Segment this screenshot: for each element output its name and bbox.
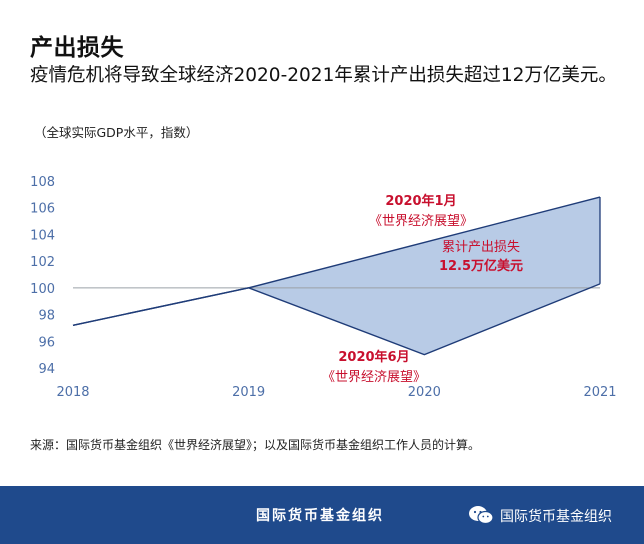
annotation-jun-title: 《世界经济展望》 (322, 369, 426, 385)
unit-note: （全球实际GDP水平，指数） (34, 125, 199, 140)
annotation-jan-title: 《世界经济展望》 (369, 213, 473, 229)
y-tick-label: 98 (38, 309, 55, 324)
source-note: 来源：国际货币基金组织《世界经济展望》；以及国际货币基金组织工作人员的计算。 (30, 438, 481, 452)
footer-account-name: 国际货币基金组织 (500, 509, 612, 525)
y-tick-label: 96 (38, 335, 55, 350)
y-tick-label: 94 (38, 362, 55, 377)
chart-title: 产出损失 (30, 35, 124, 61)
footer-bar: 国际货币基金组织 国际货币基金组织 (0, 486, 644, 544)
chart-subtitle: 疫情危机将导致全球经济2020-2021年累计产出损失超过12万亿美元。 (30, 65, 617, 86)
y-tick-label: 108 (30, 175, 55, 190)
footer-org-name: 国际货币基金组织 (256, 508, 384, 524)
annotation-jan-date: 2020年1月 (385, 193, 456, 209)
y-tick-label: 106 (30, 202, 55, 217)
x-tick-label: 2020 (408, 385, 441, 400)
annotation-jun-date: 2020年6月 (338, 349, 409, 365)
y-tick-label: 100 (30, 282, 55, 297)
y-tick-label: 104 (30, 228, 55, 243)
x-tick-label: 2018 (56, 385, 89, 400)
series-line-jun-2020 (72, 283, 601, 356)
x-tick-label: 2019 (232, 385, 265, 400)
output-loss-chart: 94 96 98 100 102 104 106 108 2018 2019 2020 2021 202… (30, 175, 616, 400)
x-tick-label: 2021 (583, 385, 616, 400)
annotation-loss-label: 累计产出损失 (442, 240, 520, 255)
loss-area (248, 197, 600, 355)
wechat-icon (469, 506, 494, 525)
annotation-loss-value: 12.5万亿美元 (439, 258, 523, 274)
y-tick-label: 102 (30, 255, 55, 270)
